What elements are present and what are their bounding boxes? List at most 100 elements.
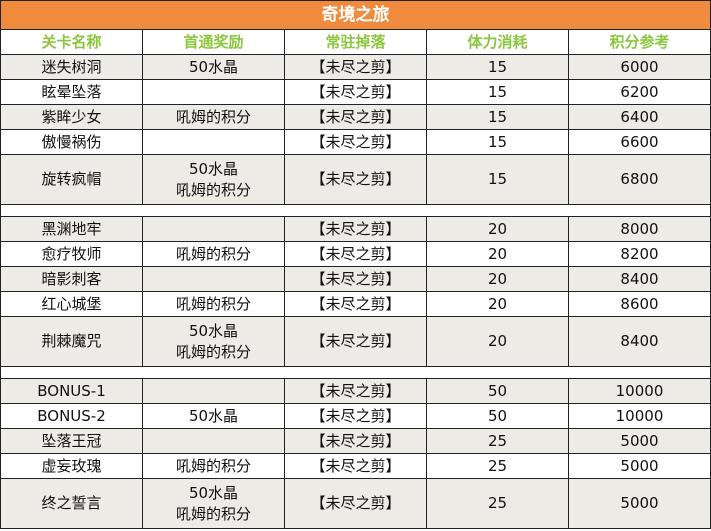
reward-line: 50水晶 bbox=[188, 321, 239, 340]
stamina-cost: 15 bbox=[426, 129, 569, 155]
regular-drop: 【未尽之剪】 bbox=[284, 403, 427, 429]
score-reference: 5000 bbox=[568, 478, 711, 529]
regular-drop: 【未尽之剪】 bbox=[284, 266, 427, 292]
regular-drop: 【未尽之剪】 bbox=[284, 428, 427, 454]
regular-drop: 【未尽之剪】 bbox=[284, 54, 427, 80]
stamina-cost: 15 bbox=[426, 79, 569, 105]
stamina-cost: 25 bbox=[426, 453, 569, 479]
regular-drop: 【未尽之剪】 bbox=[284, 79, 427, 105]
score-reference: 5000 bbox=[568, 428, 711, 454]
table-row: 傲慢祸伤 【未尽之剪】 15 6600 bbox=[0, 129, 711, 155]
regular-drop: 【未尽之剪】 bbox=[284, 453, 427, 479]
regular-drop: 【未尽之剪】 bbox=[284, 104, 427, 130]
col-header-stamina: 体力消耗 bbox=[426, 29, 569, 55]
first-clear-reward: 吼姆的积分 bbox=[142, 291, 285, 317]
stamina-cost: 15 bbox=[426, 104, 569, 130]
stage-name: BONUS-2 bbox=[0, 403, 143, 429]
regular-drop: 【未尽之剪】 bbox=[284, 316, 427, 367]
stage-name: 眩晕坠落 bbox=[0, 79, 143, 105]
score-reference: 8400 bbox=[568, 266, 711, 292]
table-row: 旋转疯帽 50水晶 吼姆的积分 【未尽之剪】 15 6800 bbox=[0, 154, 711, 205]
separator-cell bbox=[0, 204, 711, 217]
stamina-cost: 15 bbox=[426, 54, 569, 80]
stage-name: 终之誓言 bbox=[0, 478, 143, 529]
score-reference: 6800 bbox=[568, 154, 711, 205]
table-row: 荆棘魔咒 50水晶 吼姆的积分 【未尽之剪】 20 8400 bbox=[0, 316, 711, 367]
stage-name: 暗影刺客 bbox=[0, 266, 143, 292]
score-reference: 6600 bbox=[568, 129, 711, 155]
group-separator bbox=[0, 366, 711, 379]
table-row: 愈疗牧师 吼姆的积分 【未尽之剪】 20 8200 bbox=[0, 241, 711, 267]
first-clear-reward: 50水晶 bbox=[142, 54, 285, 80]
col-header-score: 积分参考 bbox=[568, 29, 711, 55]
regular-drop: 【未尽之剪】 bbox=[284, 154, 427, 205]
first-clear-reward bbox=[142, 79, 285, 105]
first-clear-reward bbox=[142, 129, 285, 155]
separator-cell bbox=[0, 366, 711, 379]
score-reference: 8600 bbox=[568, 291, 711, 317]
stage-name: 黑渊地牢 bbox=[0, 216, 143, 242]
first-clear-reward bbox=[142, 216, 285, 242]
first-clear-reward bbox=[142, 266, 285, 292]
stage-name: 旋转疯帽 bbox=[0, 154, 143, 205]
score-reference: 6400 bbox=[568, 104, 711, 130]
first-clear-reward: 50水晶 bbox=[142, 403, 285, 429]
table-row: 迷失树洞 50水晶 【未尽之剪】 15 6000 bbox=[0, 54, 711, 80]
table-row: 黑渊地牢 【未尽之剪】 20 8000 bbox=[0, 216, 711, 242]
reward-line: 吼姆的积分 bbox=[175, 504, 251, 523]
score-reference: 5000 bbox=[568, 453, 711, 479]
stage-name: 愈疗牧师 bbox=[0, 241, 143, 267]
table-row: BONUS-1 【未尽之剪】 50 10000 bbox=[0, 378, 711, 404]
table-row: 暗影刺客 【未尽之剪】 20 8400 bbox=[0, 266, 711, 292]
title-row: 奇境之旅 bbox=[0, 0, 711, 30]
score-reference: 8000 bbox=[568, 216, 711, 242]
group-separator bbox=[0, 204, 711, 217]
reward-line: 吼姆的积分 bbox=[175, 456, 251, 475]
score-reference: 10000 bbox=[568, 378, 711, 404]
first-clear-reward: 吼姆的积分 bbox=[142, 453, 285, 479]
reward-line: 吼姆的积分 bbox=[175, 107, 251, 126]
first-clear-reward: 吼姆的积分 bbox=[142, 104, 285, 130]
table-row: BONUS-2 50水晶 【未尽之剪】 50 10000 bbox=[0, 403, 711, 429]
table-row: 紫眸少女 吼姆的积分 【未尽之剪】 15 6400 bbox=[0, 104, 711, 130]
score-reference: 6000 bbox=[568, 54, 711, 80]
reward-line: 50水晶 bbox=[188, 483, 239, 502]
col-header-reward: 首通奖励 bbox=[142, 29, 285, 55]
stage-name: BONUS-1 bbox=[0, 378, 143, 404]
stamina-cost: 20 bbox=[426, 241, 569, 267]
header-row: 关卡名称 首通奖励 常驻掉落 体力消耗 积分参考 bbox=[0, 29, 711, 55]
stage-name: 迷失树洞 bbox=[0, 54, 143, 80]
score-reference: 10000 bbox=[568, 403, 711, 429]
reward-line: 50水晶 bbox=[188, 406, 239, 425]
first-clear-reward: 50水晶吼姆的积分 bbox=[142, 478, 285, 529]
reward-line: 50水晶 bbox=[188, 159, 239, 178]
col-header-drop: 常驻掉落 bbox=[284, 29, 427, 55]
reward-line: 吼姆的积分 bbox=[175, 294, 251, 313]
stage-name: 紫眸少女 bbox=[0, 104, 143, 130]
stamina-cost: 15 bbox=[426, 154, 569, 205]
regular-drop: 【未尽之剪】 bbox=[284, 291, 427, 317]
score-reference: 8200 bbox=[568, 241, 711, 267]
score-reference: 8400 bbox=[568, 316, 711, 367]
table-row: 坠落王冠 【未尽之剪】 25 5000 bbox=[0, 428, 711, 454]
first-clear-reward: 吼姆的积分 bbox=[142, 241, 285, 267]
table-title: 奇境之旅 bbox=[0, 0, 711, 30]
reward-line: 吼姆的积分 bbox=[175, 342, 251, 361]
table-row: 红心城堡 吼姆的积分 【未尽之剪】 20 8600 bbox=[0, 291, 711, 317]
stage-name: 荆棘魔咒 bbox=[0, 316, 143, 367]
stamina-cost: 50 bbox=[426, 403, 569, 429]
stamina-cost: 25 bbox=[426, 478, 569, 529]
first-clear-reward: 50水晶吼姆的积分 bbox=[142, 316, 285, 367]
first-clear-reward bbox=[142, 378, 285, 404]
stamina-cost: 25 bbox=[426, 428, 569, 454]
table-row: 眩晕坠落 【未尽之剪】 15 6200 bbox=[0, 79, 711, 105]
stamina-cost: 20 bbox=[426, 316, 569, 367]
regular-drop: 【未尽之剪】 bbox=[284, 478, 427, 529]
table-row: 终之誓言 50水晶 吼姆的积分 【未尽之剪】 25 5000 bbox=[0, 478, 711, 529]
stage-name: 坠落王冠 bbox=[0, 428, 143, 454]
stamina-cost: 20 bbox=[426, 216, 569, 242]
score-reference: 6200 bbox=[568, 79, 711, 105]
first-clear-reward: 50水晶 吼姆的积分 bbox=[142, 154, 285, 205]
regular-drop: 【未尽之剪】 bbox=[284, 216, 427, 242]
